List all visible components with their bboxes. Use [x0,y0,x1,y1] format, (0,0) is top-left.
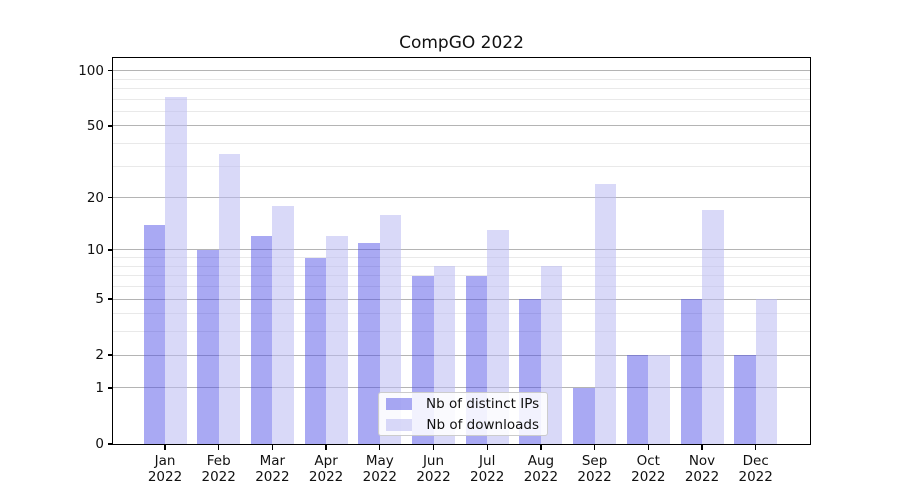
gridline-minor [113,286,810,288]
bar-distinct-ips-feb [197,249,219,444]
bar-distinct-ips-oct [626,355,649,444]
bar-distinct-ips-dec [734,355,756,444]
x-tick-label: Nov 2022 [684,453,720,485]
bar-downloads-apr [326,236,348,444]
gridline-minor [113,165,810,167]
bar-distinct-ips-may [358,242,380,444]
x-tick-mark [540,445,542,450]
x-tick-label: Aug 2022 [523,453,559,485]
x-tick-mark [271,445,274,450]
x-tick-label: Jun 2022 [416,453,451,485]
gridline-minor [113,257,810,259]
gridline-major [113,354,810,356]
y-tick-mark [108,125,113,127]
y-tick-label: 0 [95,436,104,452]
bar-distinct-ips-nov [680,299,702,444]
legend-swatch-distinct-ips [386,397,412,410]
x-tick-label: Sep 2022 [577,453,612,485]
y-tick-mark [108,354,113,356]
y-tick-mark [108,249,113,251]
gridline-minor [113,110,810,112]
bar-distinct-ips-sep [573,387,595,444]
legend-label-distinct-ips: Nb of distinct IPs [426,395,540,412]
gridline-major [113,125,810,127]
bar-downloads-may [379,214,402,444]
bar-distinct-ips-jan [143,224,165,444]
x-tick-label: Mar 2022 [255,453,290,485]
gridline-major [113,387,810,389]
x-tick-mark [379,445,381,450]
legend-item-downloads: Nb of downloads [386,417,539,433]
bar-downloads-nov [702,210,724,444]
gridline-major [113,197,810,199]
x-tick-mark [647,445,649,450]
x-tick-label: Jan 2022 [147,453,183,485]
y-tick-mark [108,69,113,72]
bar-downloads-feb [218,154,241,444]
bar-downloads-oct [648,355,670,444]
gridline-minor [113,143,810,145]
x-tick-label: Apr 2022 [308,453,344,485]
bar-distinct-ips-apr [304,257,327,444]
bar-downloads-sep [594,183,617,444]
x-tick-mark [432,445,435,450]
legend-swatch-downloads [386,418,412,431]
x-tick-mark [755,445,757,450]
gridline-minor [113,313,810,315]
legend-item-distinct-ips: Nb of distinct IPs [386,396,539,412]
x-tick-mark [593,445,596,450]
x-tick-label: May 2022 [362,453,397,485]
bar-downloads-jan [165,96,187,444]
x-tick-label: Dec 2022 [738,453,773,485]
x-tick-label: Jul 2022 [470,453,505,485]
x-tick-mark [164,445,166,450]
x-tick-mark [701,445,703,450]
x-tick-mark [325,445,327,450]
gridline-major [113,249,810,251]
y-tick-mark [108,298,113,300]
y-tick-mark [108,443,113,445]
gridline-minor [113,98,810,100]
y-tick-label: 20 [86,189,104,206]
bar-distinct-ips-mar [250,236,273,444]
bar-downloads-dec [755,299,778,444]
x-tick-label: Feb 2022 [201,453,236,485]
y-tick-label: 1 [95,379,104,396]
y-tick-mark [108,196,113,199]
gridline-minor [113,331,810,333]
y-tick-label: 2 [95,347,104,364]
x-tick-mark [486,445,488,450]
gridline-minor [113,275,810,277]
gridline-minor [113,265,810,267]
legend: Nb of distinct IPs Nb of downloads [378,392,548,436]
gridline-minor [113,78,810,80]
plot-area [112,57,811,445]
gridline-minor [113,87,810,89]
x-tick-label: Oct 2022 [631,453,666,485]
y-tick-label: 100 [78,62,104,79]
y-tick-label: 50 [86,117,104,134]
chart-title: CompGO 2022 [399,33,524,53]
legend-label-downloads: Nb of downloads [426,416,539,433]
x-tick-mark [218,445,220,450]
y-tick-mark [108,387,113,389]
y-tick-label: 10 [86,241,104,258]
bar-downloads-mar [272,205,294,444]
bar-downloads-jul [487,230,509,444]
gridline-major [113,70,810,72]
y-tick-label: 5 [95,291,104,308]
gridline-major [113,298,810,300]
